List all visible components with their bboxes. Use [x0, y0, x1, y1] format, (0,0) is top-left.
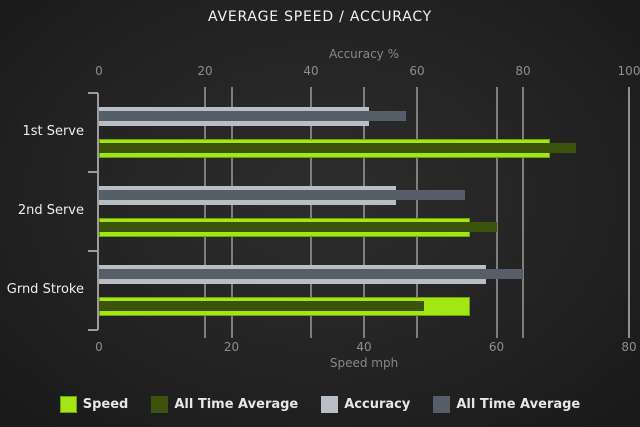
legend-item-all-time-average-3[interactable]: All Time Average [433, 396, 580, 413]
legend-item-all-time-average-1[interactable]: All Time Average [151, 396, 298, 413]
legend: Speed All Time Average Accuracy All Time Av… [0, 396, 640, 413]
top-axis-gridline [310, 87, 312, 338]
category-axis-tick [88, 250, 98, 252]
top-axis-tick-label: 0 [95, 64, 103, 78]
top-axis-tick-label: 80 [515, 64, 531, 78]
category-label: Grnd Stroke [6, 281, 84, 297]
legend-swatch-icon [433, 396, 451, 413]
bottom-axis-gridline [628, 87, 630, 338]
top-axis-title: Accuracy % [328, 47, 400, 61]
legend-label: Speed [82, 397, 129, 412]
legend-item-accuracy-2[interactable]: Accuracy [321, 396, 410, 413]
bar-accuracy-all-time-average[interactable] [99, 111, 407, 121]
chart-title: AVERAGE SPEED / ACCURACY [207, 9, 433, 25]
bar-accuracy-all-time-average[interactable] [99, 190, 465, 200]
bar-speed-all-time-average[interactable] [99, 143, 576, 153]
legend-label: Accuracy [344, 397, 411, 412]
bar-speed-all-time-average[interactable] [99, 301, 424, 311]
bottom-axis-tick-label: 80 [621, 340, 637, 354]
top-axis-gridline [416, 87, 418, 338]
category-label: 1st Serve [22, 123, 84, 139]
bottom-axis-gridline [363, 87, 365, 338]
top-axis-tick-label: 20 [197, 64, 213, 78]
category-label: 2nd Serve [17, 202, 84, 218]
category-axis-tick [88, 92, 98, 94]
bottom-axis-gridline [230, 87, 233, 338]
bottom-axis-gridline [495, 87, 498, 338]
legend-label: All Time Average [456, 397, 581, 412]
top-axis-gridline [522, 87, 524, 338]
bottom-axis-tick-label: 60 [488, 340, 505, 354]
bar-accuracy-all-time-average[interactable] [99, 269, 523, 279]
legend-swatch-icon [151, 396, 169, 413]
legend-swatch-icon [321, 396, 339, 413]
top-axis-gridline [204, 87, 206, 338]
top-axis-tick-label: 100 [617, 64, 640, 78]
legend-swatch-icon [59, 396, 77, 413]
category-axis-tick [88, 329, 98, 331]
legend-label: All Time Average [174, 397, 299, 412]
bottom-axis-tick-label: 0 [95, 340, 103, 354]
legend-item-speed-0[interactable]: Speed [59, 396, 129, 413]
bar-speed-all-time-average[interactable] [99, 222, 497, 232]
top-axis-tick-label: 40 [303, 64, 319, 78]
top-axis-tick-label: 60 [409, 64, 425, 78]
category-axis-tick [88, 171, 98, 173]
bottom-axis-title: Speed mph [329, 356, 399, 370]
category-axis-line [97, 93, 99, 330]
bottom-axis-tick-label: 40 [356, 340, 372, 354]
bottom-axis-tick-label: 20 [223, 340, 240, 354]
